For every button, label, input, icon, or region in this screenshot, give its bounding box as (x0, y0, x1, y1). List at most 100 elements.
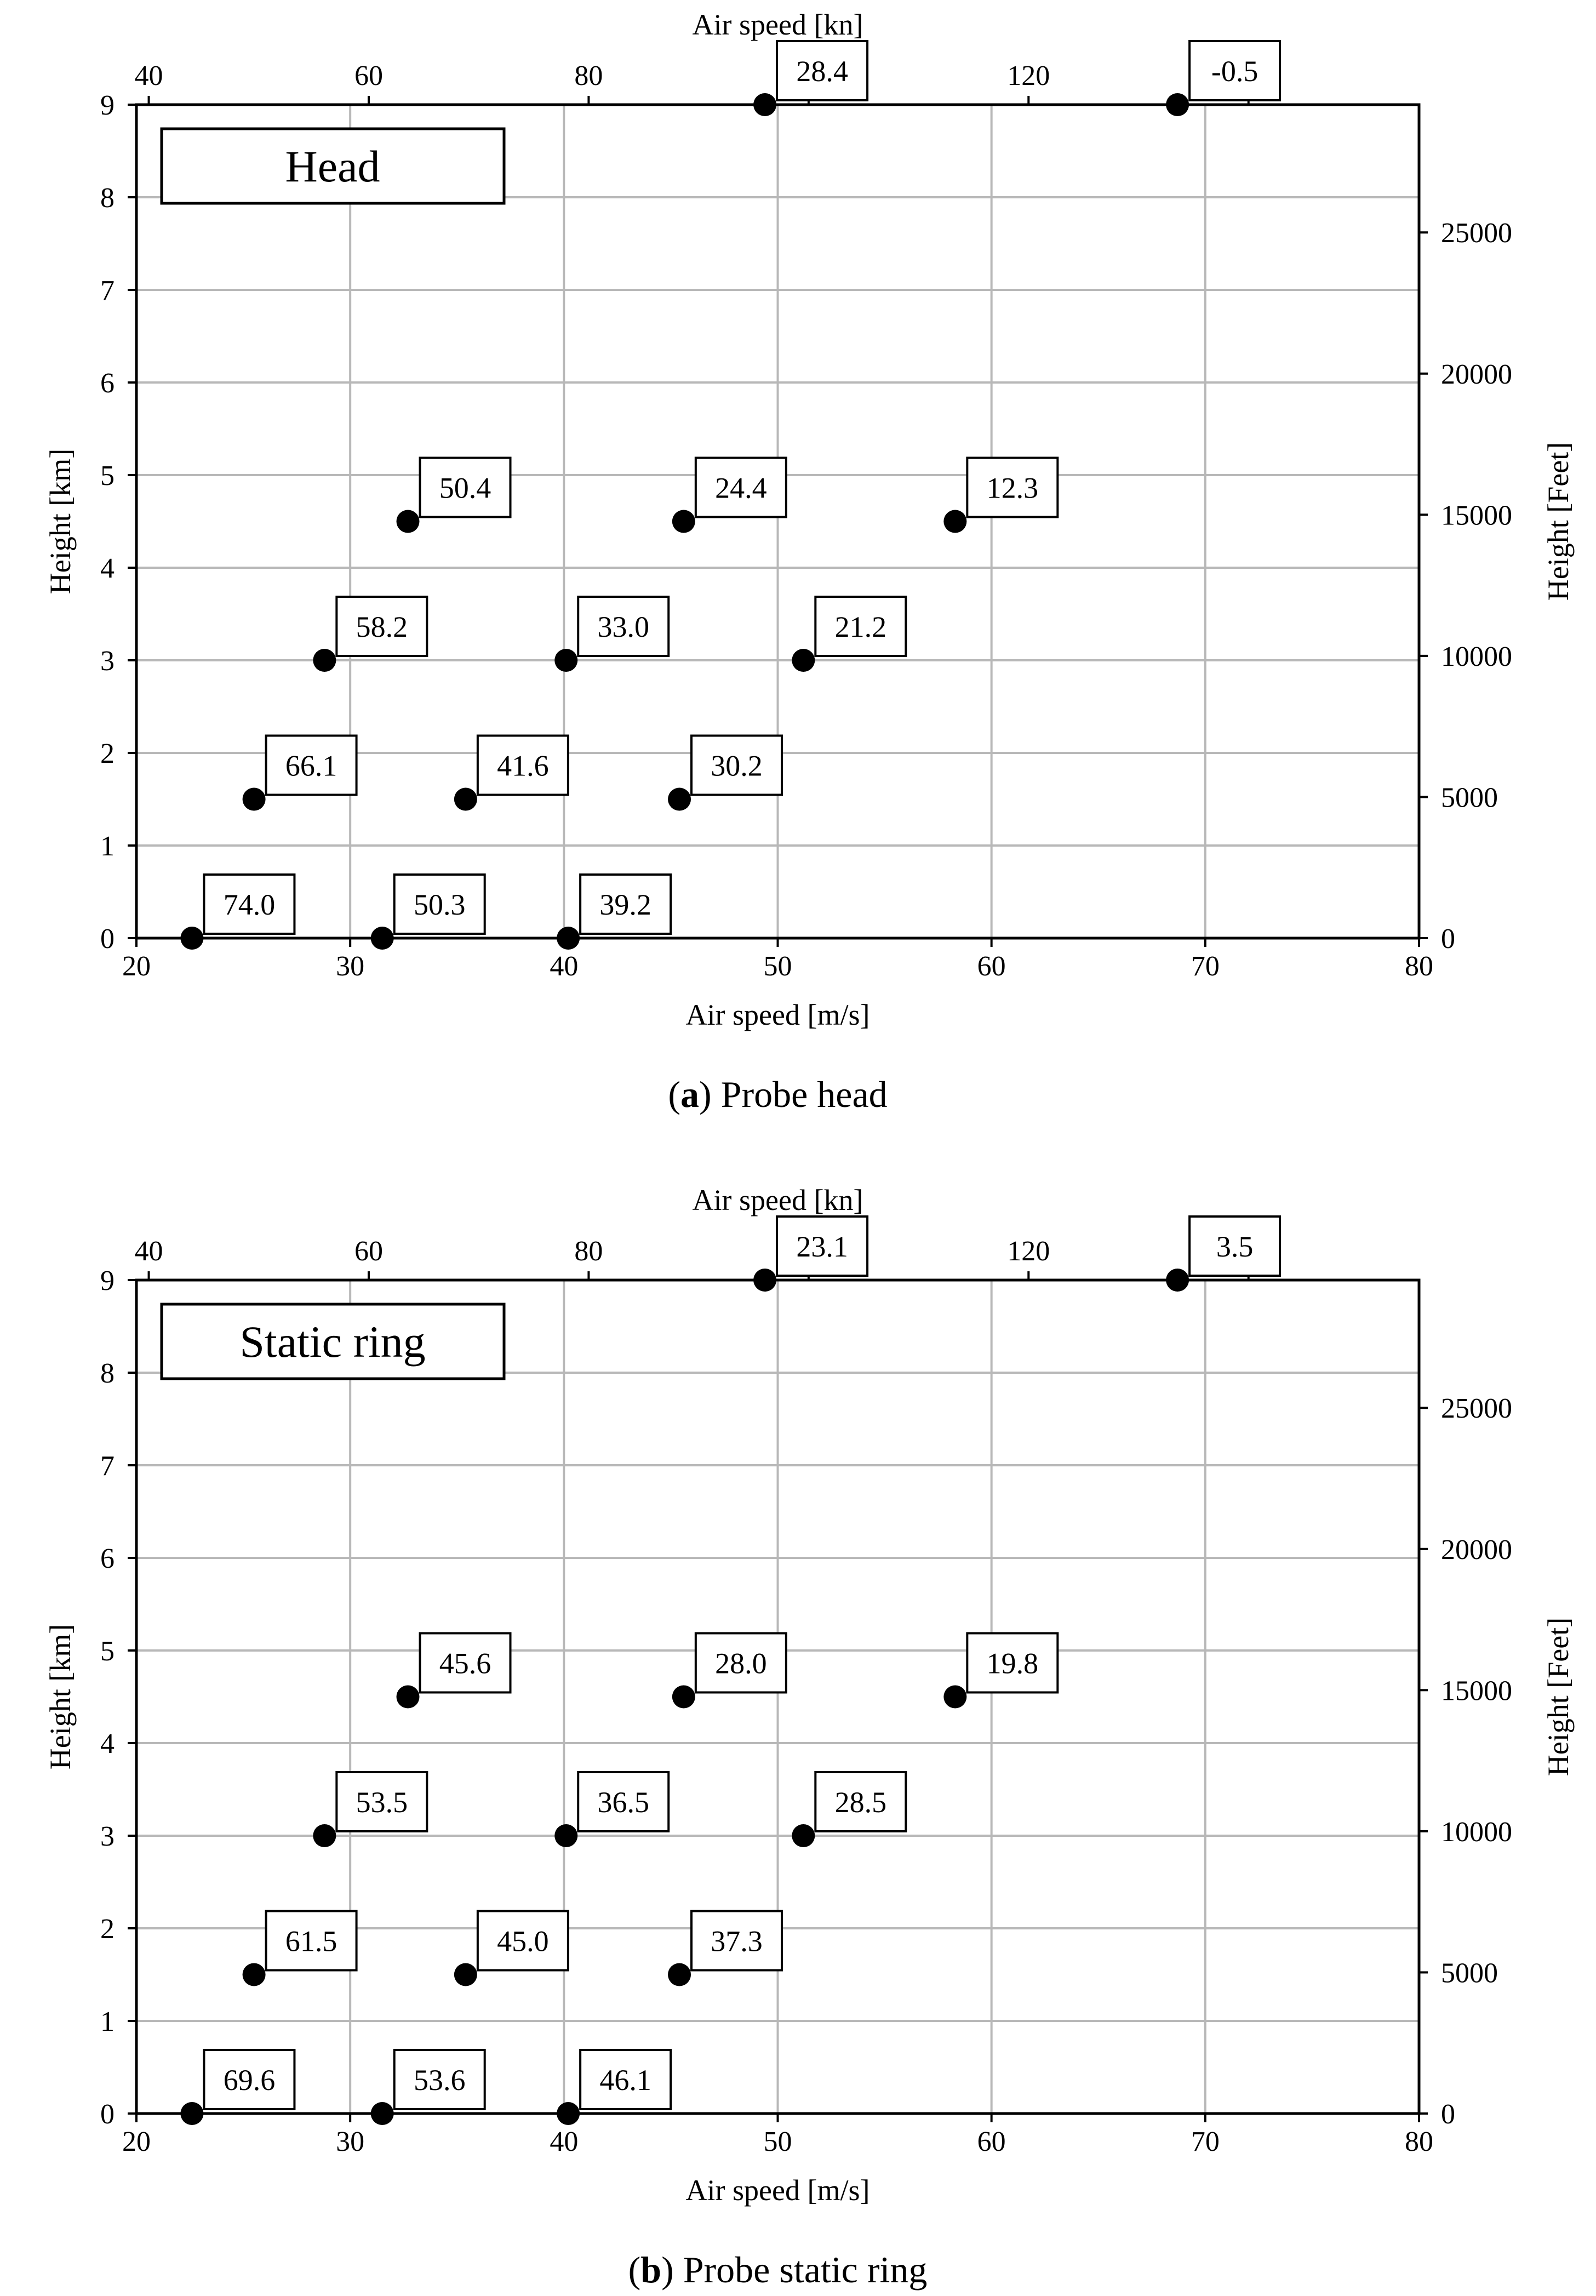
caption-open-paren: ( (628, 2249, 641, 2291)
data-label-box (966, 456, 1059, 518)
y2-tick-label: 10000 (1441, 1817, 1512, 1848)
y-tick-label: 4 (100, 553, 115, 584)
y2-tick-label: 20000 (1441, 359, 1512, 390)
data-label: 39.2 (599, 888, 651, 921)
data-label: 45.0 (497, 1925, 549, 1958)
data-label-box (814, 1771, 907, 1832)
x-tick-label: 20 (122, 2126, 151, 2157)
y-tick-label: 7 (100, 1450, 115, 1482)
data-point (554, 649, 578, 672)
data-point (554, 1824, 578, 1847)
data-point (396, 510, 420, 533)
data-point (668, 1963, 691, 1986)
y2-tick-label: 25000 (1441, 1393, 1512, 1424)
panel-label-box (160, 1303, 506, 1380)
y-tick-label: 6 (100, 368, 115, 399)
data-label: 69.6 (224, 2064, 276, 2097)
chart-panel-a: 2030405060708001234567894060801001201400… (44, 8, 1575, 1115)
caption-open-paren: ( (668, 1073, 680, 1115)
data-label-box (1188, 40, 1282, 101)
y-tick-label: 0 (100, 923, 115, 955)
y-axis-label: Height [km] (44, 449, 77, 594)
x2-tick-label: 40 (135, 1236, 163, 1267)
data-label-box (203, 873, 296, 935)
y2-tick-label: 15000 (1441, 500, 1512, 531)
data-label-box (776, 1215, 869, 1277)
x2-tick-label: 40 (135, 60, 163, 92)
data-label: 23.1 (796, 1230, 848, 1263)
x2-tick-label: 60 (354, 60, 383, 92)
caption-close-paren: ) (661, 2249, 683, 2291)
data-label-box (265, 734, 358, 796)
x-tick-label: 50 (764, 2126, 792, 2157)
x-tick-label: 50 (764, 951, 792, 982)
data-label: 36.5 (597, 1786, 649, 1819)
data-point (672, 510, 695, 533)
data-point (557, 2102, 580, 2125)
x-tick-label: 40 (550, 951, 578, 982)
data-point (180, 2102, 204, 2125)
panel-label: Static ring (239, 1317, 425, 1367)
y2-tick-label: 15000 (1441, 1675, 1512, 1706)
data-label-box (694, 1632, 787, 1694)
data-label: 53.5 (356, 1786, 408, 1819)
y-tick-label: 8 (100, 1358, 115, 1389)
y-tick-label: 3 (100, 1821, 115, 1852)
y-tick-label: 4 (100, 1728, 115, 1760)
data-label-box (476, 734, 569, 796)
data-point (1166, 1269, 1189, 1292)
data-label-box (203, 2049, 296, 2110)
data-point (792, 649, 815, 672)
data-label: 50.4 (439, 472, 491, 505)
y-tick-label: 6 (100, 1543, 115, 1574)
data-label-box (966, 1632, 1059, 1694)
figure-caption: (b) Probe static ring (628, 2249, 928, 2291)
x-tick-label: 30 (336, 951, 364, 982)
data-point (180, 927, 204, 950)
y-tick-label: 5 (100, 1636, 115, 1667)
data-point (943, 1685, 967, 1709)
x-tick-label: 40 (550, 2126, 578, 2157)
data-point (753, 93, 777, 116)
data-point (370, 927, 394, 950)
data-label: 46.1 (599, 2064, 651, 2097)
y2-axis-label: Height [Feet] (1542, 442, 1575, 601)
x-tick-label: 30 (336, 2126, 364, 2157)
y-tick-label: 3 (100, 646, 115, 677)
data-label: 30.2 (711, 750, 763, 783)
data-point (242, 787, 266, 811)
data-point (753, 1269, 777, 1292)
x-tick-label: 80 (1405, 2126, 1433, 2157)
x-tick-label: 70 (1191, 951, 1220, 982)
y2-tick-label: 5000 (1441, 782, 1498, 813)
data-point (943, 510, 967, 533)
y-tick-label: 5 (100, 460, 115, 492)
data-label-box (476, 1910, 569, 1972)
y-tick-label: 2 (100, 738, 115, 769)
data-label: 28.4 (796, 55, 848, 88)
y-tick-label: 1 (100, 831, 115, 862)
data-label: 66.1 (285, 750, 337, 783)
caption-close-paren: ) (699, 1073, 721, 1115)
y2-tick-label: 0 (1441, 923, 1455, 955)
data-label: 58.2 (356, 610, 408, 643)
x-tick-label: 20 (122, 951, 151, 982)
y-tick-label: 8 (100, 182, 115, 214)
data-label-box (419, 1632, 512, 1694)
x-tick-label: 80 (1405, 951, 1433, 982)
data-label-box (419, 456, 512, 518)
x-tick-label: 60 (977, 2126, 1006, 2157)
data-label: -0.5 (1211, 55, 1258, 88)
data-label: 53.6 (414, 2064, 466, 2097)
data-label: 28.5 (835, 1786, 887, 1819)
data-label-box (694, 456, 787, 518)
data-label: 28.0 (715, 1647, 767, 1680)
data-label: 19.8 (987, 1647, 1039, 1680)
data-label-box (265, 1910, 358, 1972)
y-axis-label: Height [km] (44, 1624, 77, 1769)
x2-axis-label: Air speed [kn] (693, 8, 863, 41)
data-label: 33.0 (597, 610, 649, 643)
data-label: 45.6 (439, 1647, 491, 1680)
data-label-box (814, 596, 907, 657)
